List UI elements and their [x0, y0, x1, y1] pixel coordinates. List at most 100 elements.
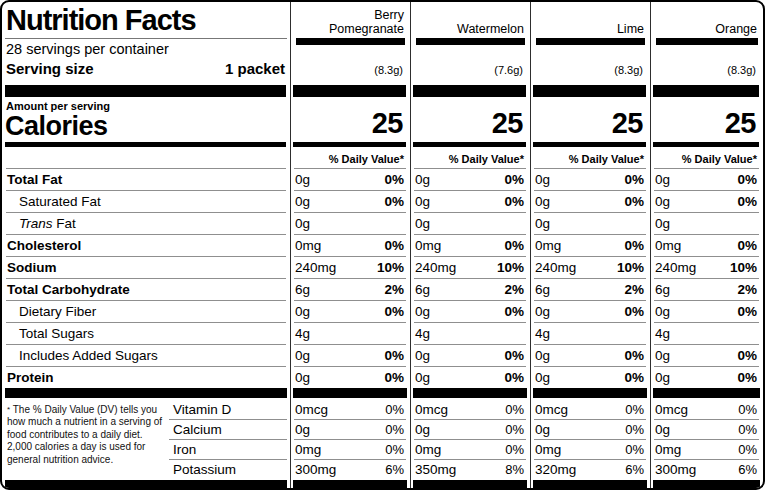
nutrient-dv: 0% [624, 370, 644, 385]
footnote-text: The % Daily Value (DV) tells you how muc… [7, 404, 162, 465]
daily-value-header: % Daily Value* [650, 148, 763, 165]
nutrient-amount: 0g [655, 304, 670, 319]
vitamin-amount: 0mg [535, 442, 561, 457]
vitamin-label: Calcium [173, 422, 222, 437]
daily-value-header-row: % Daily Value* % Daily Value* % Daily Va… [2, 148, 763, 168]
divider-bar [413, 388, 527, 398]
divider-bar [413, 142, 526, 147]
nutrient-amount: 240mg [655, 260, 696, 275]
nutrient-dv: 0% [737, 304, 757, 319]
vitamin-dv: 0% [625, 402, 644, 417]
nutrient-amount: 0g [535, 194, 550, 209]
vitamin-dv: 0% [625, 422, 644, 437]
nutrient-row: Saturated Fat 0g0% 0g0% 0g0% 0g0% [2, 190, 763, 212]
vitamin-dv: 6% [625, 462, 644, 477]
thick-divider-row [2, 388, 763, 399]
calories-value: 25 [530, 97, 650, 140]
vitamin-amount: 350mg [415, 462, 456, 477]
nutrition-facts-panel: Nutrition Facts 28 servings per containe… [0, 0, 765, 490]
nutrient-amount: 0g [655, 216, 670, 231]
vitamin-label: Vitamin D [173, 402, 231, 417]
vitamin-amount: 300mg [295, 462, 336, 477]
divider-bar [533, 388, 647, 398]
panel-title: Nutrition Facts [2, 2, 290, 36]
nutrient-amount: 0g [415, 172, 430, 187]
daily-value-header: % Daily Value* [530, 148, 650, 165]
nutrient-row: Dietary Fiber 0g0% 0g0% 0g0% 0g0% [2, 300, 763, 322]
nutrient-amount: 0g [535, 216, 550, 231]
nutrient-label: Total Fat [2, 172, 62, 187]
nutrient-row: Total Sugars 4g 4g 4g 4g [2, 322, 763, 344]
nutrient-row: Cholesterol 0mg0% 0mg0% 0mg0% 0mg0% [2, 234, 763, 256]
nutrient-dv: 0% [384, 194, 404, 209]
vitamin-dv: 0% [625, 442, 644, 457]
vitamin-amount: 0mg [415, 442, 441, 457]
vitamin-dv: 0% [738, 402, 757, 417]
nutrient-amount: 0mg [295, 238, 321, 253]
nutrient-dv: 0% [384, 348, 404, 363]
nutrient-dv: 0% [504, 194, 524, 209]
nutrient-amount: 0mg [655, 238, 681, 253]
nutrient-amount: 0g [415, 194, 430, 209]
serving-grams: (8.3g) [290, 45, 410, 76]
nutrient-dv: 0% [624, 172, 644, 187]
vitamin-amount: 0mg [295, 442, 321, 457]
divider-bar [653, 142, 759, 147]
divider-bar [653, 480, 760, 488]
nutrient-amount: 4g [535, 326, 550, 341]
flavor-name: Berry Pomegranate [290, 2, 410, 36]
divider-bar [5, 142, 286, 147]
divider-bar [5, 388, 287, 398]
flavor-name: Orange [650, 2, 763, 36]
nutrient-amount: 0g [415, 370, 430, 385]
divider-bar [5, 480, 287, 488]
nutrient-amount: 0g [415, 216, 430, 231]
vitamin-amount: 320mg [535, 462, 576, 477]
nutrient-dv: 0% [737, 172, 757, 187]
divider-bar [653, 85, 759, 97]
nutrient-amount: 6g [295, 282, 310, 297]
nutrient-label: Total Carbohydrate [2, 282, 130, 297]
vitamin-dv: 0% [738, 442, 757, 457]
header-left: Nutrition Facts 28 servings per containe… [2, 2, 290, 85]
nutrient-dv: 0% [384, 238, 404, 253]
calories-label: Calories [2, 112, 290, 141]
nutrient-dv: 0% [504, 348, 524, 363]
footnote: * The % Daily Value (DV) tells you how m… [7, 404, 167, 466]
nutrient-amount: 0g [655, 194, 670, 209]
flavor-column-header: Orange (8.3g) [650, 2, 763, 85]
nutrient-amount: 0g [535, 370, 550, 385]
vitamin-dv: 0% [385, 402, 404, 417]
amount-per-serving-label: Amount per serving [2, 97, 290, 112]
nutrient-amount: 0g [535, 304, 550, 319]
vitamin-labels: Vitamin D Calcium Iron Potassium [169, 399, 290, 480]
serving-size-label: Serving size [6, 60, 94, 77]
vitamin-amount: 0mcg [415, 402, 448, 417]
divider-bar [416, 38, 525, 45]
flavor-name: Watermelon [410, 2, 530, 36]
nutrient-label: Includes Added Sugars [2, 348, 158, 363]
divider-bar [5, 85, 286, 97]
nutrient-dv: 10% [730, 260, 757, 275]
divider-bar [533, 480, 647, 488]
nutrient-amount: 240mg [415, 260, 456, 275]
nutrient-amount: 240mg [535, 260, 576, 275]
flavor-column-header: Watermelon (7.6g) [410, 2, 530, 85]
nutrient-amount: 0g [655, 348, 670, 363]
vitamin-amount: 0g [535, 422, 550, 437]
nutrient-amount: 6g [415, 282, 430, 297]
vitamin-amount: 0g [655, 422, 670, 437]
vitamin-amount: 0mcg [655, 402, 688, 417]
daily-value-header: % Daily Value* [410, 148, 530, 165]
divider-bar [296, 38, 405, 45]
vitamin-amount: 0mcg [295, 402, 328, 417]
nutrient-amount: 0g [295, 194, 310, 209]
vitamin-dv: 6% [385, 462, 404, 477]
nutrient-dv: 10% [497, 260, 524, 275]
nutrient-dv: 0% [737, 194, 757, 209]
divider-bar [293, 142, 406, 147]
header-row: Nutrition Facts 28 servings per containe… [2, 2, 763, 85]
divider-bar [533, 85, 646, 97]
flavor-name: Lime [530, 2, 650, 36]
calories-value: 25 [290, 97, 410, 140]
